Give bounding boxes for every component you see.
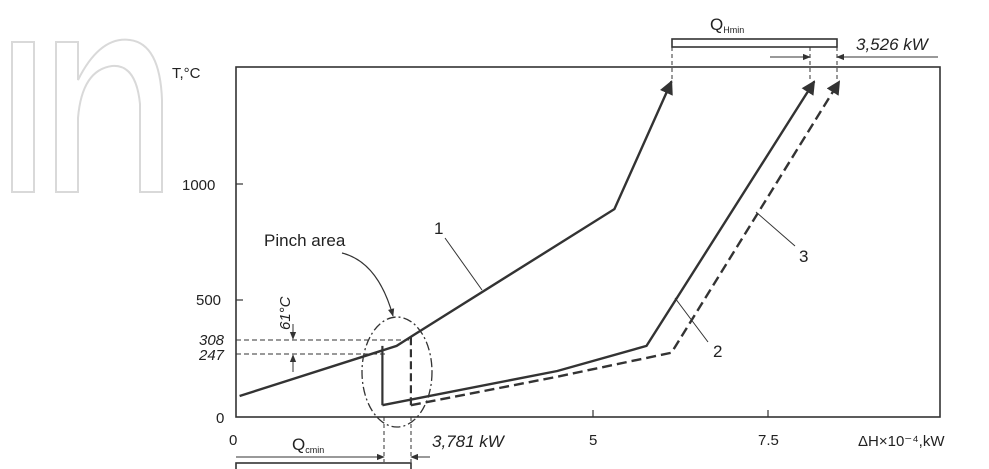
watermark-logo xyxy=(11,38,163,193)
x-tick-label-7-5: 7.5 xyxy=(758,432,779,449)
q-hmin-value: 3,526 kW xyxy=(856,35,930,54)
q-cmin-annotation: Qcmin 3,781 kW xyxy=(235,417,506,469)
y-tick-label-0: 0 xyxy=(216,410,224,427)
q-cmin-value: 3,781 kW xyxy=(432,432,506,451)
y-axis-label: T,°C xyxy=(172,65,201,82)
q-hmin-label: QHmin xyxy=(710,15,744,35)
q-cmin-bar xyxy=(235,462,412,469)
series-layer xyxy=(239,80,841,407)
pinch-area-annotation: Pinch area xyxy=(264,231,433,428)
series-labels: 1 2 3 xyxy=(434,211,808,361)
leader-line-3 xyxy=(755,211,796,247)
delta-t-annotation: 61°C xyxy=(236,296,412,372)
series-line-2 xyxy=(382,80,816,407)
series-line-3 xyxy=(410,80,841,407)
x-tick-label-5: 5 xyxy=(589,432,597,449)
q-cmin-label: Qcmin xyxy=(292,435,324,455)
pinch-area-label: Pinch area xyxy=(264,231,346,250)
q-hmin-annotation: QHmin 3,526 kW xyxy=(671,15,938,82)
axis-ticks: 1000 500 0 308 247 0 5 7.5 xyxy=(182,177,779,449)
plot-frame xyxy=(235,66,941,418)
y-tick-label-1000: 1000 xyxy=(182,177,215,194)
pinch-area-arrow xyxy=(341,252,395,317)
series-line-1 xyxy=(239,80,673,398)
leader-line-1 xyxy=(444,237,483,291)
y-tick-label-308: 308 xyxy=(199,332,225,349)
leader-line-2 xyxy=(674,297,709,343)
series-label-2: 2 xyxy=(713,342,722,361)
y-tick-label-500: 500 xyxy=(196,292,221,309)
x-axis-label: ΔH×10⁻⁴,kW xyxy=(858,433,945,450)
y-tick-label-247: 247 xyxy=(198,347,225,364)
x-tick-label-0: 0 xyxy=(229,432,237,449)
pinch-area-ellipse xyxy=(361,316,433,428)
series-label-1: 1 xyxy=(434,219,443,238)
delta-t-label: 61°C xyxy=(277,296,294,330)
q-hmin-bar xyxy=(671,38,838,48)
series-label-3: 3 xyxy=(799,247,808,266)
